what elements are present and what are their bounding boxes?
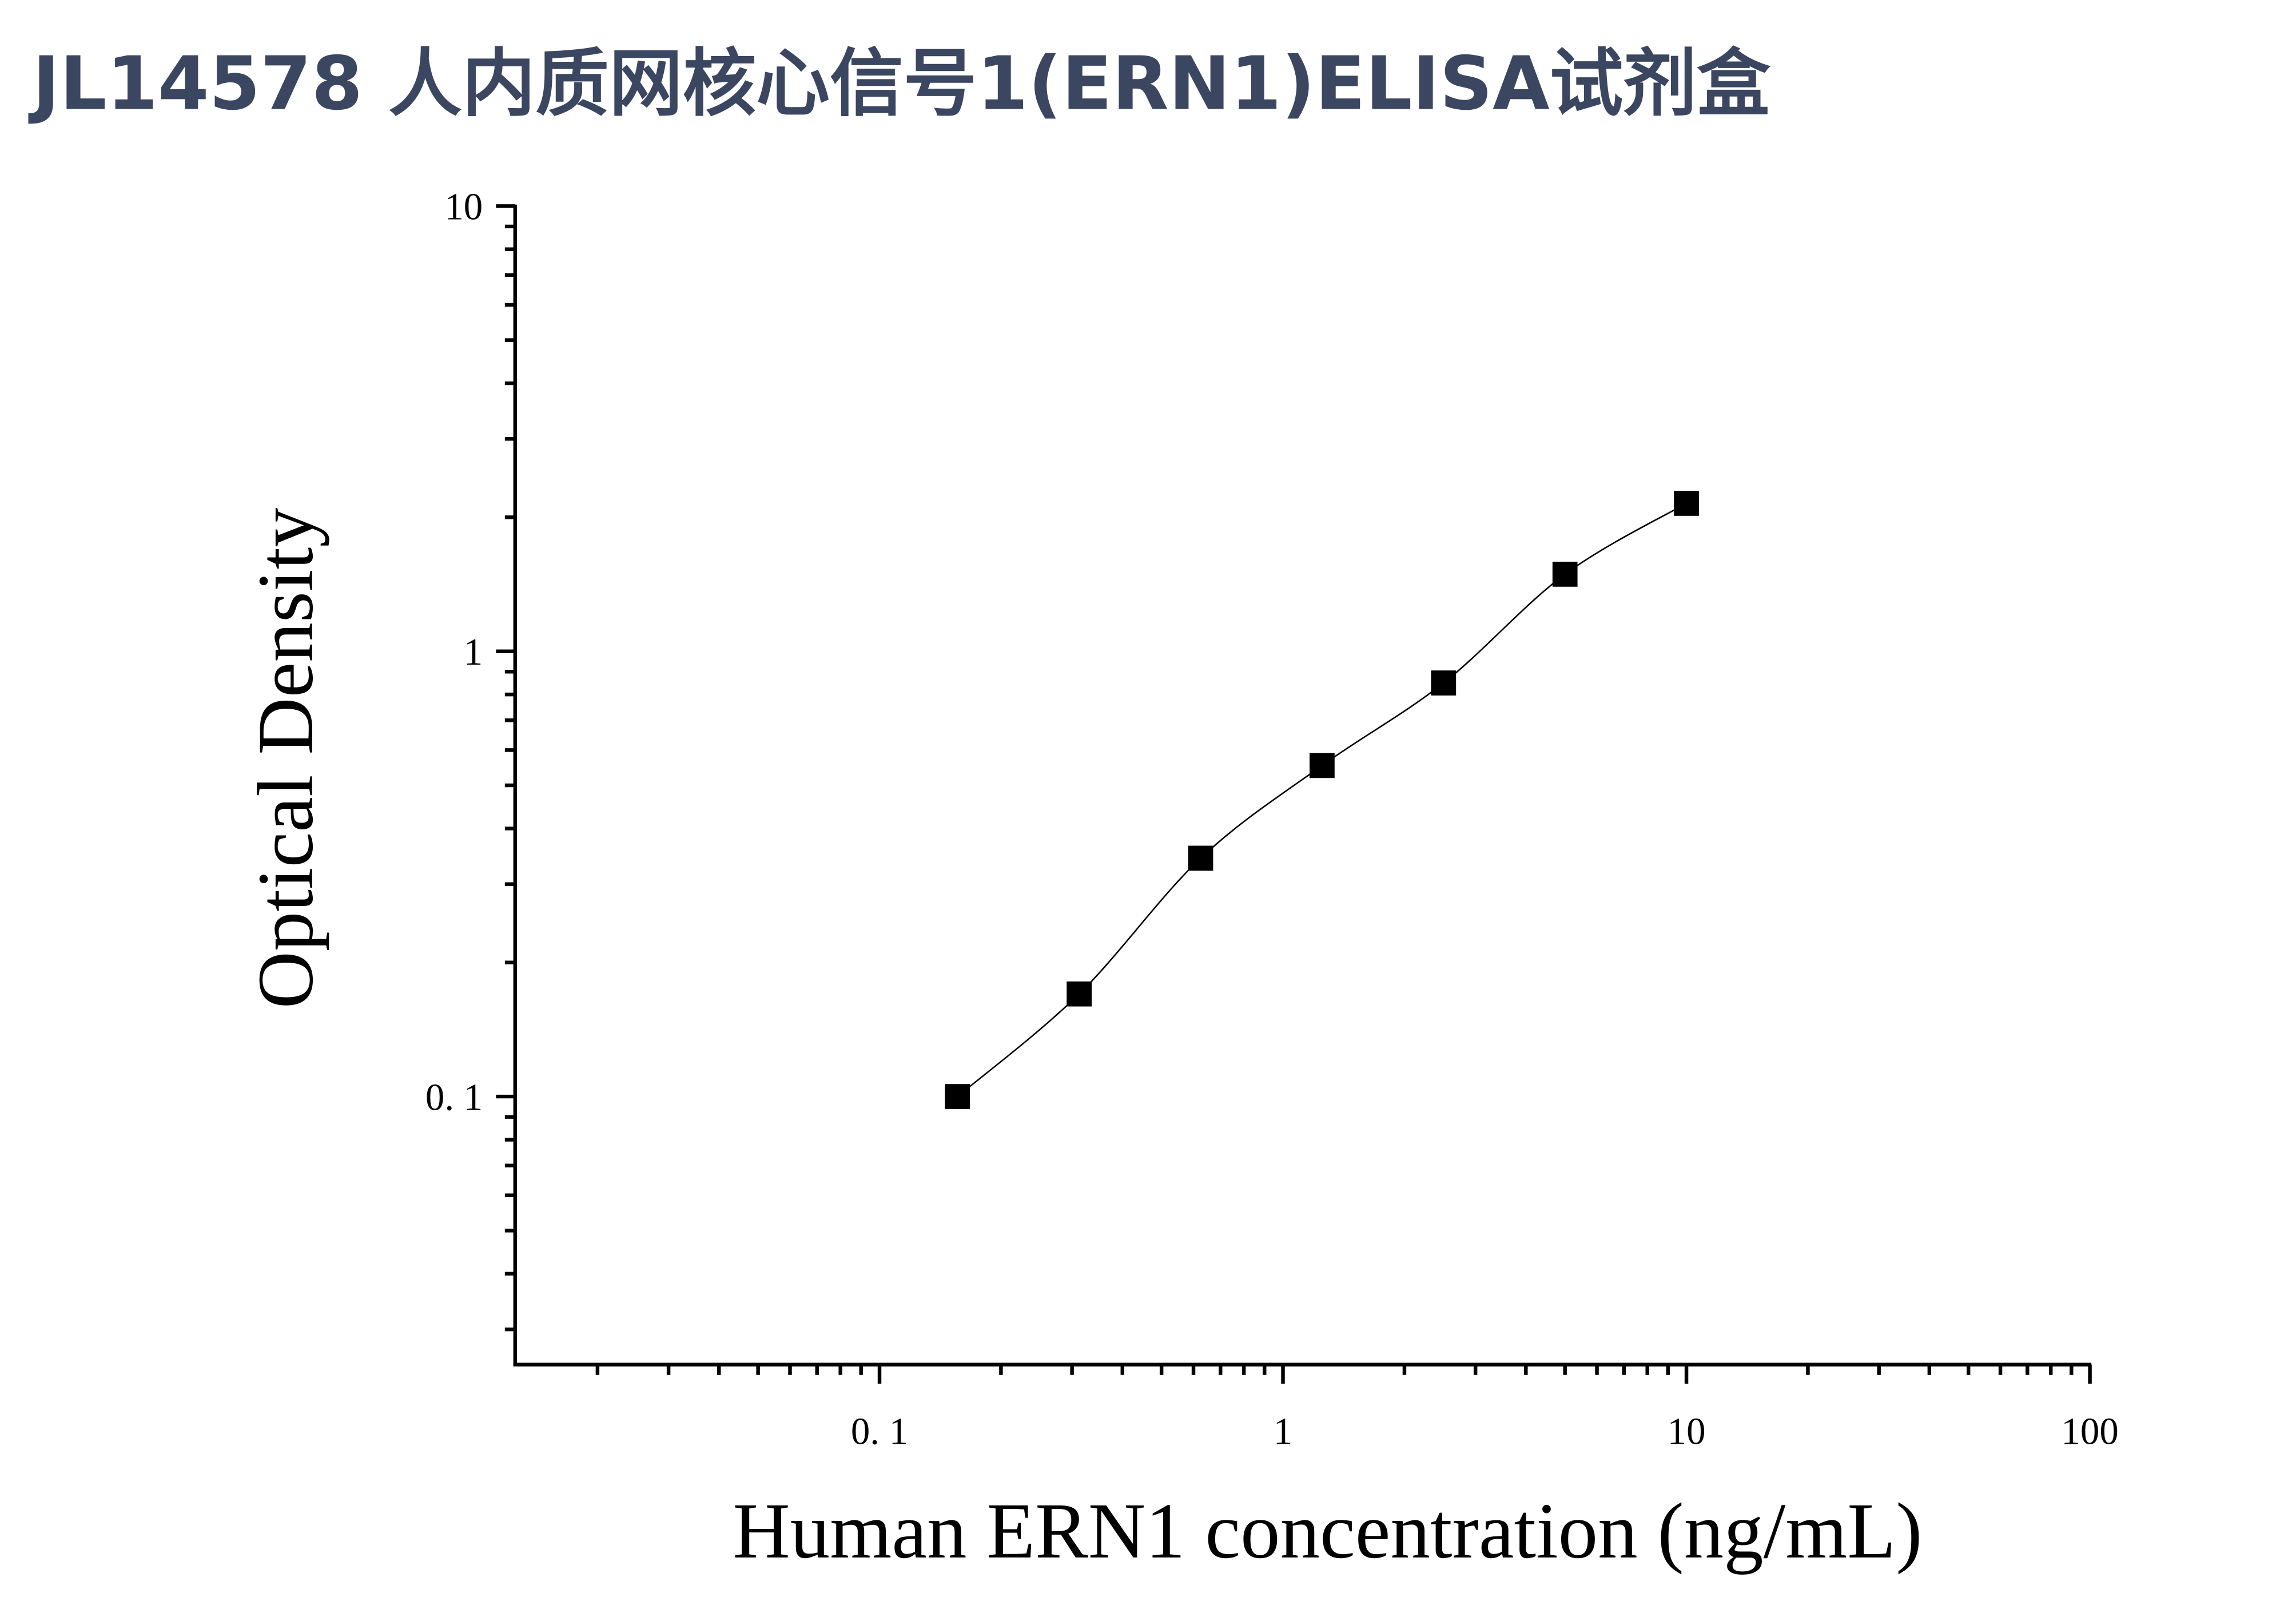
- x-tick-label: 1: [1274, 1411, 1292, 1453]
- data-point: [1188, 845, 1213, 871]
- data-point: [1067, 981, 1092, 1007]
- y-tick-label: 1: [464, 631, 483, 673]
- y-axis-label: Optical Density: [242, 507, 330, 1008]
- y-tick-label: 0. 1: [425, 1076, 483, 1118]
- x-tick-label: 10: [1668, 1411, 1706, 1453]
- chart-title: JL14578 人内质网核心信号1(ERN1)ELISA试剂盒: [28, 41, 1771, 126]
- data-point: [1674, 491, 1699, 516]
- x-tick-label: 100: [2061, 1411, 2118, 1453]
- data-point: [945, 1084, 970, 1109]
- data-point: [1431, 670, 1457, 696]
- x-axis-label: Human ERN1 concentration (ng/mL): [733, 1487, 1922, 1575]
- data-point: [1552, 562, 1578, 587]
- fit-curve: [957, 502, 1687, 1098]
- x-tick-label: 0. 1: [851, 1411, 908, 1453]
- data-point: [1310, 753, 1335, 778]
- y-tick-label: 10: [444, 185, 483, 228]
